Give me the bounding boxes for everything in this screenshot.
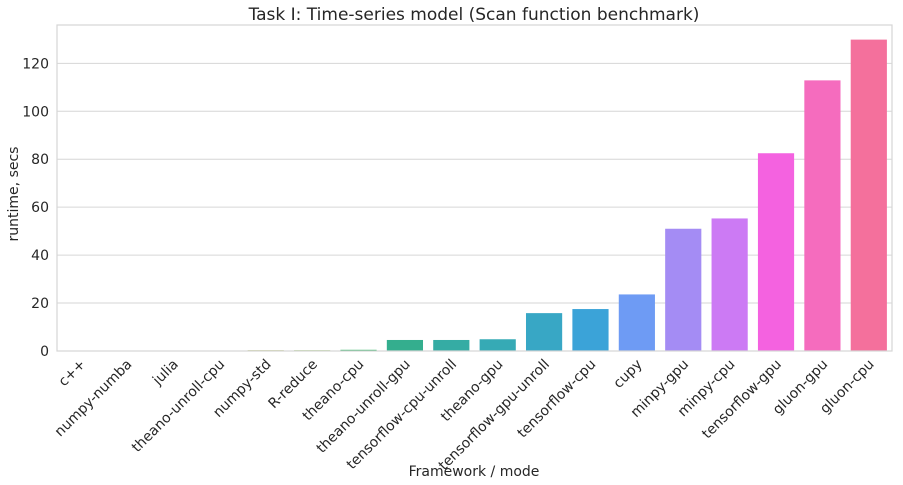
bar-minpy-gpu xyxy=(665,228,702,351)
x-tick-label: tensorflow-gpu xyxy=(699,357,785,443)
x-tick-label: cupy xyxy=(611,357,646,392)
y-tick-label: 20 xyxy=(31,296,49,312)
x-tick-label: tensorflow-cpu xyxy=(514,357,599,442)
bar-gluon-gpu xyxy=(804,80,841,351)
plot-frame xyxy=(56,24,893,352)
y-axis-label: runtime, secs xyxy=(6,147,22,242)
y-tick-label: 120 xyxy=(22,56,49,72)
y-tick-label: 0 xyxy=(40,344,49,360)
y-tick-label: 40 xyxy=(31,248,49,264)
x-tick-label: julia xyxy=(149,357,182,390)
bar-theano-gpu xyxy=(479,339,516,351)
y-tick-label: 100 xyxy=(22,104,49,120)
chart-title: Task I: Time-series model (Scan function… xyxy=(248,5,700,25)
bar-gluon-cpu xyxy=(850,39,887,351)
bars xyxy=(62,39,887,351)
grid-lines xyxy=(57,62,892,352)
y-tick-labels: 0 20 40 60 80 100 120 xyxy=(22,56,49,360)
x-axis-label: Framework / mode xyxy=(409,464,540,480)
y-tick-label: 80 xyxy=(31,152,49,168)
bar-theano-unroll-gpu xyxy=(386,339,424,351)
x-tick-label: c++ xyxy=(56,357,89,390)
bar-cupy xyxy=(618,294,655,351)
bar-minpy-cpu xyxy=(711,218,748,351)
bar-tensorflow-cpu xyxy=(572,309,609,351)
y-tick-label: 60 xyxy=(31,200,49,216)
bar-tensorflow-gpu-unroll xyxy=(525,313,563,351)
bar-tensorflow-gpu xyxy=(757,153,795,351)
x-tick-labels: c++numpy-numba juliatheano-unroll-cpunump… xyxy=(52,357,878,474)
bar-tensorflow-cpu-unroll xyxy=(433,339,470,351)
